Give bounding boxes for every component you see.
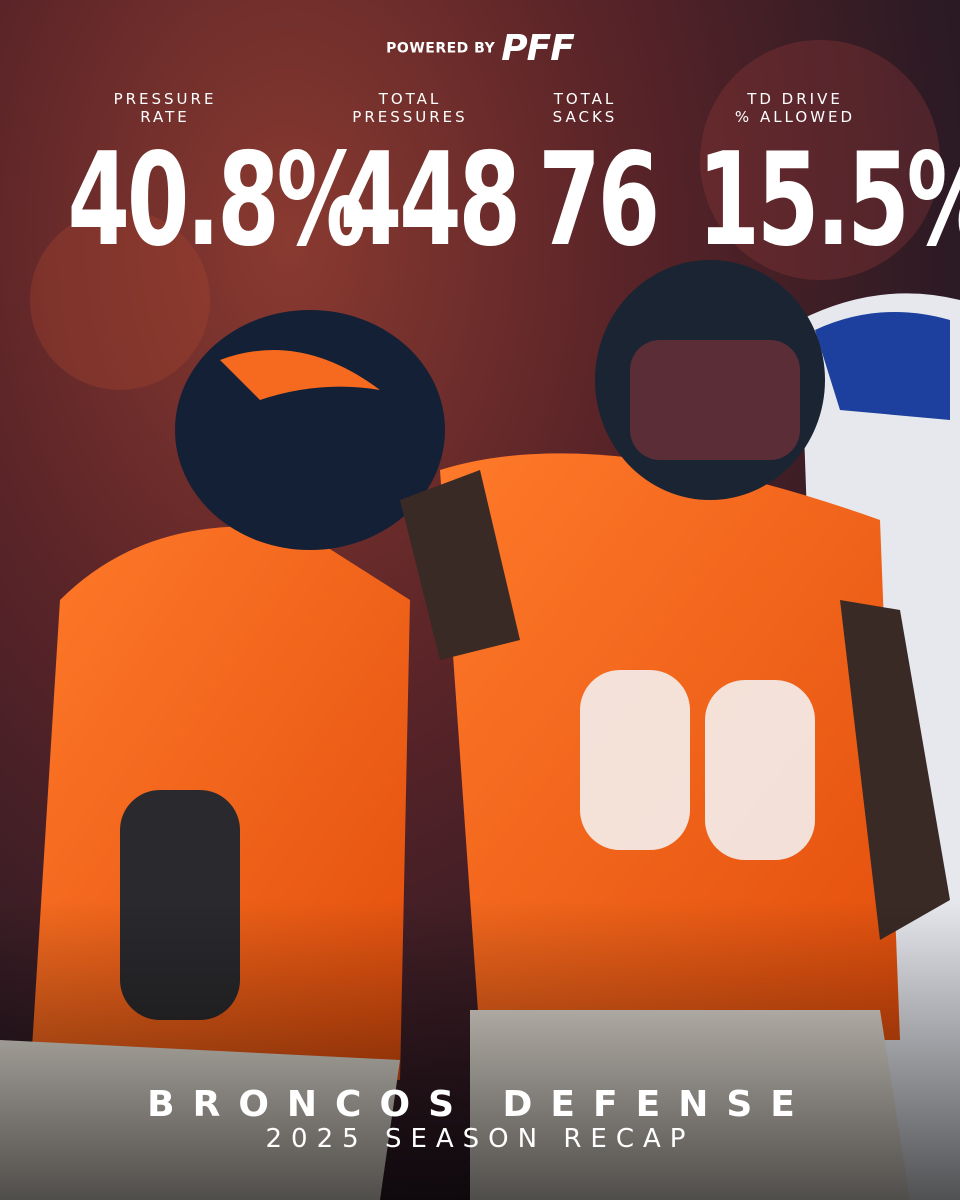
stat: PRESSURE RATE 40.8% (40, 90, 367, 276)
footer-subtitle: 2025 SEASON RECAP (265, 1124, 695, 1154)
stat-label: SACKS (552, 108, 618, 126)
stat-label: TD DRIVE (747, 90, 843, 108)
stat-label: TOTAL (378, 90, 442, 108)
stat-label: % ALLOWED (734, 108, 856, 126)
stat: TOTAL SACKS 76 (525, 90, 660, 276)
footer-title: BRONCOS DEFENSE (147, 1084, 813, 1125)
stat-value: 76 (538, 126, 660, 275)
brand-logo: PFF (501, 28, 575, 69)
stat: TD DRIVE % ALLOWED 15.5% (670, 90, 960, 276)
stat-label: TOTAL (553, 90, 617, 108)
powered-by: POWERED BY (386, 40, 496, 57)
stat-label: PRESSURES (352, 108, 468, 126)
stat-value: 448 (339, 126, 521, 275)
stat-label: PRESSURE (113, 90, 217, 108)
stat-value: 40.8% (67, 126, 367, 275)
stat-label: RATE (140, 108, 190, 126)
stat-value: 15.5% (697, 126, 960, 275)
stat: TOTAL PRESSURES 448 (320, 90, 521, 276)
header: POWERED BY PFF (0, 28, 960, 69)
